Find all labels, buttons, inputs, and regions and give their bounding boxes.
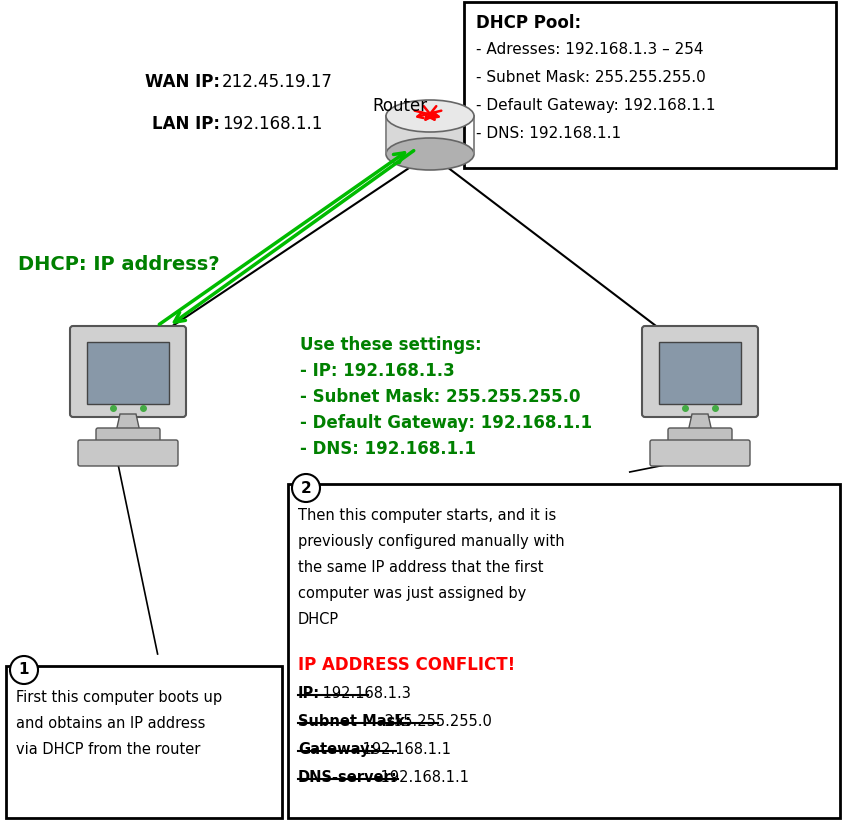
Text: - DNS: 192.168.1.1: - DNS: 192.168.1.1 — [300, 440, 476, 458]
Text: DHCP: IP address?: DHCP: IP address? — [18, 255, 220, 274]
Text: 212.45.19.17: 212.45.19.17 — [222, 73, 333, 91]
FancyBboxPatch shape — [96, 428, 160, 442]
Ellipse shape — [386, 138, 474, 170]
Text: Router: Router — [372, 97, 427, 115]
Text: - Subnet Mask: 255.255.255.0: - Subnet Mask: 255.255.255.0 — [300, 388, 581, 406]
Polygon shape — [386, 116, 474, 154]
FancyBboxPatch shape — [70, 326, 186, 417]
Text: and obtains an IP address: and obtains an IP address — [16, 716, 205, 731]
Text: previously configured manually with: previously configured manually with — [298, 534, 565, 549]
Text: 192.168.1.3: 192.168.1.3 — [318, 686, 411, 701]
Polygon shape — [116, 414, 140, 432]
FancyBboxPatch shape — [659, 342, 741, 404]
Text: 192.168.1.1: 192.168.1.1 — [222, 115, 322, 133]
Text: LAN IP:: LAN IP: — [152, 115, 220, 133]
Text: Then this computer starts, and it is: Then this computer starts, and it is — [298, 508, 556, 523]
FancyBboxPatch shape — [288, 484, 840, 818]
Circle shape — [292, 474, 320, 502]
Text: - Adresses: 192.168.1.3 – 254: - Adresses: 192.168.1.3 – 254 — [476, 42, 704, 57]
Text: IP ADDRESS CONFLICT!: IP ADDRESS CONFLICT! — [298, 656, 516, 674]
Text: - DNS: 192.168.1.1: - DNS: 192.168.1.1 — [476, 126, 621, 141]
FancyBboxPatch shape — [668, 428, 732, 442]
Text: - Default Gateway: 192.168.1.1: - Default Gateway: 192.168.1.1 — [300, 414, 592, 432]
Text: 2: 2 — [301, 480, 311, 495]
Circle shape — [10, 656, 38, 684]
Text: - IP: 192.168.1.3: - IP: 192.168.1.3 — [300, 362, 455, 380]
FancyBboxPatch shape — [6, 666, 282, 818]
Text: DHCP Pool:: DHCP Pool: — [476, 14, 581, 32]
Text: First this computer boots up: First this computer boots up — [16, 690, 222, 705]
Text: Use these settings:: Use these settings: — [300, 336, 482, 354]
FancyBboxPatch shape — [78, 440, 178, 466]
Text: Subnet Mask:: Subnet Mask: — [298, 714, 411, 729]
Text: 192.168.1.1: 192.168.1.1 — [376, 770, 469, 785]
Text: - Subnet Mask: 255.255.255.0: - Subnet Mask: 255.255.255.0 — [476, 70, 706, 85]
Text: 1: 1 — [19, 662, 29, 677]
FancyBboxPatch shape — [464, 2, 836, 168]
Text: WAN IP:: WAN IP: — [145, 73, 220, 91]
Text: DNS-server:: DNS-server: — [298, 770, 398, 785]
Polygon shape — [688, 414, 712, 432]
Text: IP:: IP: — [298, 686, 321, 701]
Text: the same IP address that the first: the same IP address that the first — [298, 560, 544, 575]
Text: via DHCP from the router: via DHCP from the router — [16, 742, 200, 757]
Text: - Default Gateway: 192.168.1.1: - Default Gateway: 192.168.1.1 — [476, 98, 716, 113]
FancyBboxPatch shape — [650, 440, 750, 466]
Text: 255.255.255.0: 255.255.255.0 — [380, 714, 492, 729]
Text: Gateway:: Gateway: — [298, 742, 376, 757]
FancyBboxPatch shape — [642, 326, 758, 417]
FancyBboxPatch shape — [87, 342, 169, 404]
Ellipse shape — [386, 100, 474, 132]
Text: DHCP: DHCP — [298, 612, 339, 627]
Text: 192.168.1.1: 192.168.1.1 — [358, 742, 451, 757]
Text: computer was just assigned by: computer was just assigned by — [298, 586, 527, 601]
